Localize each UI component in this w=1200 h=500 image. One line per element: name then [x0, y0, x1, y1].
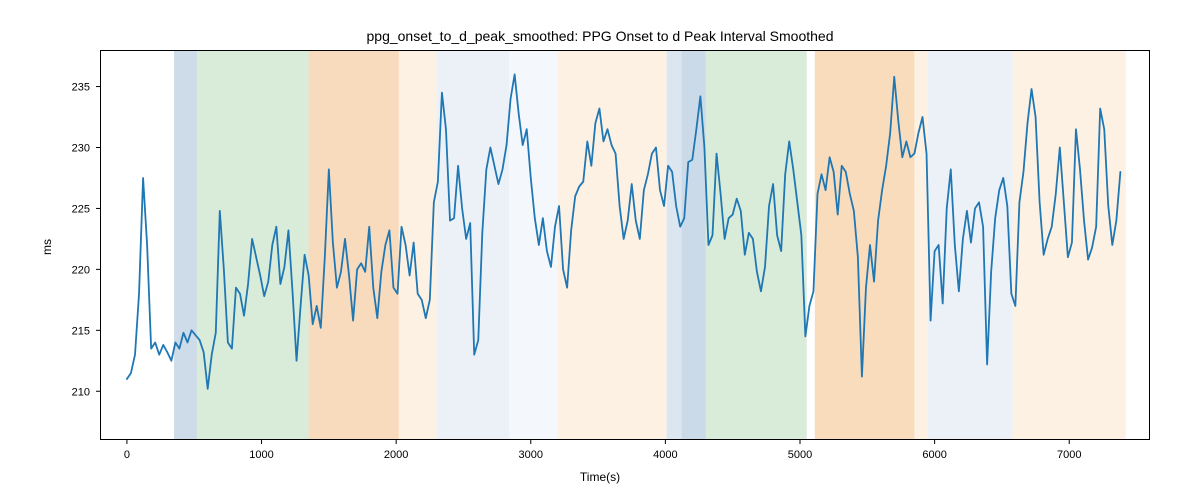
shaded-region: [706, 50, 807, 440]
shaded-region: [667, 50, 682, 440]
x-axis-label: Time(s): [0, 470, 1200, 484]
ytick-label: 235: [72, 82, 90, 94]
ytick-label: 225: [72, 203, 90, 215]
shaded-region: [399, 50, 437, 440]
xticks-group: 0 1000 2000 3000 4000 5000 6000 7000: [124, 440, 1082, 461]
plot-svg: 01000200030004000500060007000 2102152202…: [100, 50, 1150, 440]
plot-area: 01000200030004000500060007000 2102152202…: [100, 50, 1150, 440]
ytick-label: 230: [72, 143, 90, 155]
xtick-label: 1000: [249, 449, 273, 461]
shaded-region: [807, 50, 815, 440]
chart-title: ppg_onset_to_d_peak_smoothed: PPG Onset …: [0, 28, 1200, 44]
xtick-label: 7000: [1057, 449, 1081, 461]
xtick-label: 4000: [653, 449, 677, 461]
figure: ppg_onset_to_d_peak_smoothed: PPG Onset …: [0, 0, 1200, 500]
shaded-region: [437, 50, 510, 440]
ytick-label: 220: [72, 264, 90, 276]
ytick-label: 215: [72, 325, 90, 337]
xtick-label: 3000: [519, 449, 543, 461]
y-axis-label: ms: [40, 239, 54, 255]
shaded-region: [174, 50, 197, 440]
xtick-label: 5000: [788, 449, 812, 461]
yticks-group: 210 215 220 225 230 235: [72, 82, 100, 399]
ytick-label: 210: [72, 386, 90, 398]
shaded-region: [815, 50, 915, 440]
xtick-label: 0: [124, 449, 130, 461]
xtick-label: 6000: [922, 449, 946, 461]
xtick-label: 2000: [384, 449, 408, 461]
shaded-region: [558, 50, 667, 440]
shaded-region: [509, 50, 557, 440]
shaded-region: [914, 50, 927, 440]
shaded-region: [928, 50, 1013, 440]
